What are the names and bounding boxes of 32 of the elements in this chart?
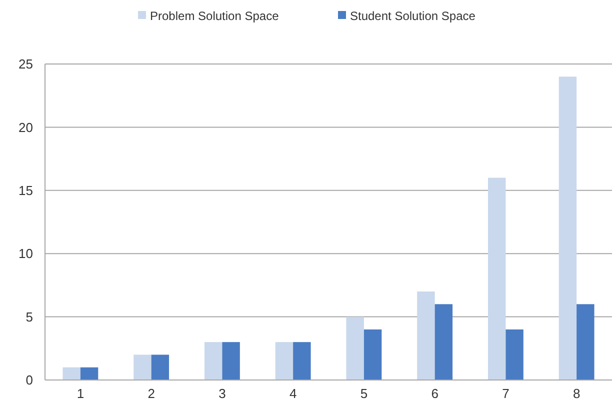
bar <box>506 329 524 380</box>
y-tick-label: 25 <box>18 56 33 72</box>
bar <box>346 316 364 380</box>
bar <box>434 304 453 380</box>
x-tick-label: 7 <box>502 386 510 401</box>
bar <box>576 304 594 380</box>
bar <box>275 342 294 380</box>
y-tick-label: 20 <box>18 120 33 135</box>
bar <box>204 342 222 380</box>
x-tick-label: 3 <box>218 386 226 401</box>
x-tick-label: 5 <box>360 386 368 401</box>
bar <box>488 178 506 380</box>
x-tick-label: 6 <box>431 386 438 401</box>
legend-label: Problem Solution Space <box>150 9 280 23</box>
bar <box>293 342 311 380</box>
y-tick-label: 15 <box>18 182 33 198</box>
bar <box>134 354 152 380</box>
bar <box>62 367 80 380</box>
y-tick-label: 5 <box>26 309 33 324</box>
x-tick-label: 8 <box>572 386 580 401</box>
bar <box>151 354 170 380</box>
y-tick-label: 10 <box>18 246 33 262</box>
x-tick-label: 2 <box>148 386 155 401</box>
bar <box>364 329 382 380</box>
legend-label: Student Solution Space <box>350 9 476 23</box>
y-tick-label: 0 <box>26 372 33 388</box>
bar <box>417 292 435 380</box>
bar <box>222 342 240 380</box>
bar <box>80 367 98 380</box>
x-tick-label: 1 <box>76 386 84 401</box>
x-tick-label: 4 <box>289 386 297 401</box>
bar <box>558 76 577 380</box>
